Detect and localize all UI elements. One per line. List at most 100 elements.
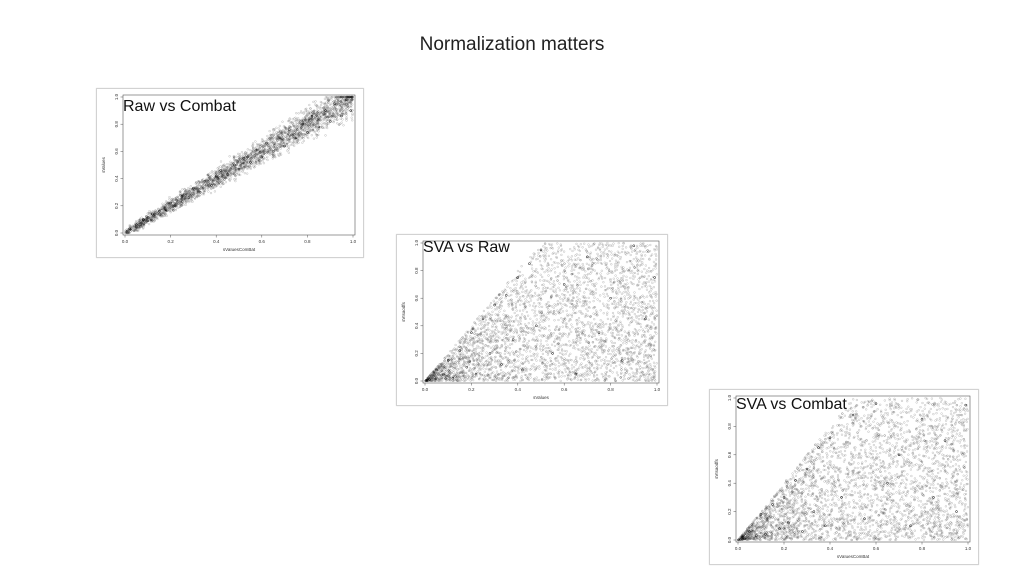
y-tick-label: 0.0 (414, 377, 419, 384)
plot-box (422, 240, 660, 384)
data-point (535, 324, 538, 328)
data-point (597, 331, 601, 334)
x-tick-label: 0.6 (873, 546, 880, 551)
data-point (778, 527, 781, 530)
y-tick-label: 0.0 (114, 229, 119, 236)
data-point (265, 141, 268, 145)
slide-title: Normalization matters (419, 34, 605, 55)
data-point (233, 163, 236, 167)
data-point (310, 114, 314, 118)
data-point (192, 186, 195, 190)
y-tick-label: 0.0 (727, 536, 732, 543)
data-point (164, 208, 168, 212)
data-point (644, 317, 647, 321)
x-tick-label: 0.6 (259, 239, 266, 244)
data-point (435, 368, 438, 372)
data-point (226, 173, 229, 176)
data-point (909, 524, 912, 528)
data-point (493, 303, 496, 307)
data-point (574, 372, 578, 376)
y-tick-label: 1.0 (727, 394, 732, 401)
y-tick-label: 0.8 (727, 423, 732, 430)
plot-title-sva-vs-raw: SVA vs Raw (423, 239, 510, 256)
x-tick-label: 1.0 (350, 239, 357, 244)
data-point (340, 114, 343, 118)
data-point (504, 294, 508, 297)
data-point (609, 296, 612, 300)
data-point (214, 174, 218, 178)
data-point (764, 533, 767, 536)
y-tick-label: 1.0 (414, 239, 419, 246)
x-tick-label: 0.0 (735, 546, 742, 551)
data-point (828, 436, 832, 440)
point-cloud (124, 95, 354, 235)
x-axis-label: sVaIuesComBat (837, 554, 870, 559)
data-point (481, 317, 485, 321)
x-tick-label: 0.0 (122, 239, 129, 244)
y-tick-label: 0.8 (114, 121, 119, 128)
data-point (344, 98, 348, 101)
data-point (943, 439, 947, 442)
scatter-plot-sva-vs-combat: 0.0 0.2 0.4 0.6 0.8 1.0 0.0 0.2 0.4 0.6 0.8 1.0 sVaI… (709, 389, 979, 565)
plot-title-sva-vs-combat: SVA vs Combat (736, 396, 847, 413)
data-point (180, 195, 184, 198)
scatter-plot-sva-vs-raw: 0.0 0.2 0.4 0.6 0.8 1.0 0.0 0.2 0.4 0.6 0.8 1.0 sVal… (396, 234, 668, 406)
data-point (851, 413, 855, 417)
data-point (271, 150, 275, 153)
data-point (203, 180, 207, 183)
scatter-svg-sva-vs-raw: 0.0 0.2 0.4 0.6 0.8 1.0 0.0 0.2 0.4 0.6 0.8 1.0 sVal… (401, 239, 661, 400)
data-point (812, 510, 816, 513)
data-point (278, 136, 282, 140)
x-axis-label: sVaIuesComBat (223, 247, 256, 252)
scatter-svg-sva-vs-combat: 0.0 0.2 0.4 0.6 0.8 1.0 0.0 0.2 0.4 0.6 0.8 1.0 sVaI… (714, 394, 972, 559)
plot-box (122, 94, 356, 236)
data-point (128, 227, 131, 231)
data-point (516, 276, 520, 279)
data-point (317, 125, 321, 129)
y-tick-label: 0.6 (114, 148, 119, 155)
data-point (920, 418, 924, 421)
data-point (759, 513, 763, 516)
data-point (539, 248, 543, 252)
plot-title-raw-vs-combat: Raw vs Combat (123, 98, 236, 115)
data-point (932, 496, 935, 499)
data-point (169, 201, 172, 205)
data-point (874, 402, 878, 405)
data-point (470, 331, 473, 334)
data-point (488, 352, 492, 355)
scatter-plot-raw-vs-combat: 0.0 0.2 0.4 0.6 0.8 1.0 0.0 0.2 0.4 0.6 0.8 1.0 sVaI… (96, 88, 364, 258)
scatter-svg-raw-vs-combat: 0.0 0.2 0.4 0.6 0.8 1.0 0.0 0.2 0.4 0.6 0.8 1.0 sVaI… (101, 93, 357, 252)
data-point (219, 169, 223, 172)
data-point (328, 120, 332, 123)
data-point (294, 136, 298, 140)
data-point (632, 244, 636, 248)
y-tick-label: 0.6 (727, 451, 732, 458)
data-point (586, 255, 589, 259)
data-point (451, 376, 455, 380)
data-point (782, 496, 786, 499)
point-cloud (737, 396, 970, 542)
point-cloud (424, 241, 659, 383)
data-point (242, 156, 245, 160)
y-axis-label: sVIsaodfs (714, 458, 719, 479)
data-point (135, 223, 138, 227)
x-axis-label: sValues (533, 395, 549, 400)
data-point (840, 496, 843, 499)
data-point (787, 521, 790, 525)
y-tick-label: 0.2 (727, 508, 732, 515)
y-tick-label: 0.6 (414, 295, 419, 302)
y-axis-label: sVIsaodfs (401, 301, 406, 322)
data-point (562, 283, 566, 286)
data-point (428, 378, 431, 381)
data-point (748, 530, 751, 533)
plot-box (735, 395, 971, 543)
x-tick-label: 0.4 (515, 387, 522, 392)
x-tick-label: 0.2 (781, 546, 788, 551)
data-point (446, 359, 450, 362)
data-point (474, 372, 478, 376)
data-point (198, 190, 202, 194)
data-point (237, 167, 241, 171)
x-tick-label: 0.2 (468, 387, 475, 392)
data-point (528, 262, 531, 265)
data-point (458, 349, 462, 352)
